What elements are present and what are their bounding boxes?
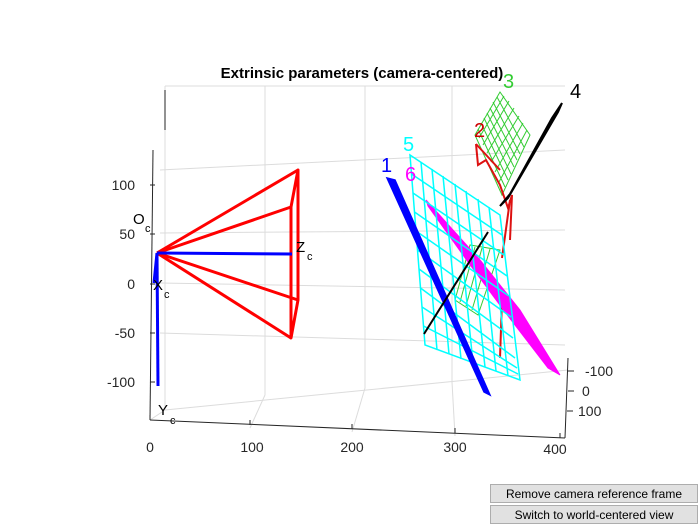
camera-x-axis — [152, 252, 159, 284]
y-tick-label: 50 — [119, 226, 135, 242]
y-tick-label: -50 — [115, 325, 135, 341]
board-label-1: 1 — [381, 155, 392, 177]
board-label-3: 3 — [503, 71, 514, 93]
y-tick-label: -100 — [107, 374, 135, 390]
y-tick-labels: 100 50 0 -50 -100 — [107, 177, 135, 390]
z-tick-labels: -100 0 100 — [578, 363, 613, 419]
y-tick-label: 100 — [112, 177, 136, 193]
camera-y-axis — [155, 252, 160, 387]
x-tick-labels: 0 100 200 300 400 — [146, 439, 567, 457]
axes-frame — [149, 90, 569, 439]
board-label-4: 4 — [570, 81, 581, 103]
x-tick-label: 200 — [340, 439, 364, 455]
x-tick-label: 300 — [443, 439, 467, 455]
x-axis-label: X — [153, 277, 163, 294]
z-tick-label: -100 — [585, 363, 613, 379]
origin-label-sub: c — [145, 223, 151, 235]
camera-axes — [152, 251, 293, 387]
z-axis-label-sub: c — [307, 251, 313, 263]
z-axis-label: Z — [296, 239, 305, 256]
board-3 — [474, 91, 531, 197]
x-tick-label: 400 — [543, 441, 567, 457]
y-axis-label: Y — [158, 402, 168, 419]
z-tick-label: 100 — [578, 403, 602, 419]
y-tick-label: 0 — [127, 276, 135, 292]
board-label-6: 6 — [405, 164, 416, 186]
board-4 — [423, 102, 563, 335]
camera-z-axis — [156, 251, 293, 256]
origin-label: O — [133, 211, 145, 228]
switch-view-button[interactable]: Switch to world-centered view — [490, 505, 698, 524]
x-axis-label-sub: c — [164, 289, 170, 301]
board-1 — [385, 176, 492, 397]
remove-camera-frame-button[interactable]: Remove camera reference frame — [490, 484, 698, 503]
board-labels: 1 2 3 4 5 6 — [381, 71, 581, 186]
y-tick-marks — [150, 184, 155, 383]
camera-frustum — [156, 168, 300, 340]
figure-title: Extrinsic parameters (camera-centered) — [221, 65, 504, 82]
board-label-2: 2 — [474, 120, 485, 142]
x-tick-label: 0 — [146, 439, 154, 455]
z-tick-label: 0 — [582, 383, 590, 399]
board-label-5: 5 — [403, 134, 414, 156]
x-tick-marks — [149, 415, 561, 438]
camera-axis-labels: O c X c Y c Z c — [133, 211, 313, 427]
y-axis-label-sub: c — [170, 415, 176, 427]
x-tick-label: 100 — [240, 439, 264, 455]
grid-lines — [149, 85, 569, 437]
z-tick-marks — [567, 370, 574, 412]
